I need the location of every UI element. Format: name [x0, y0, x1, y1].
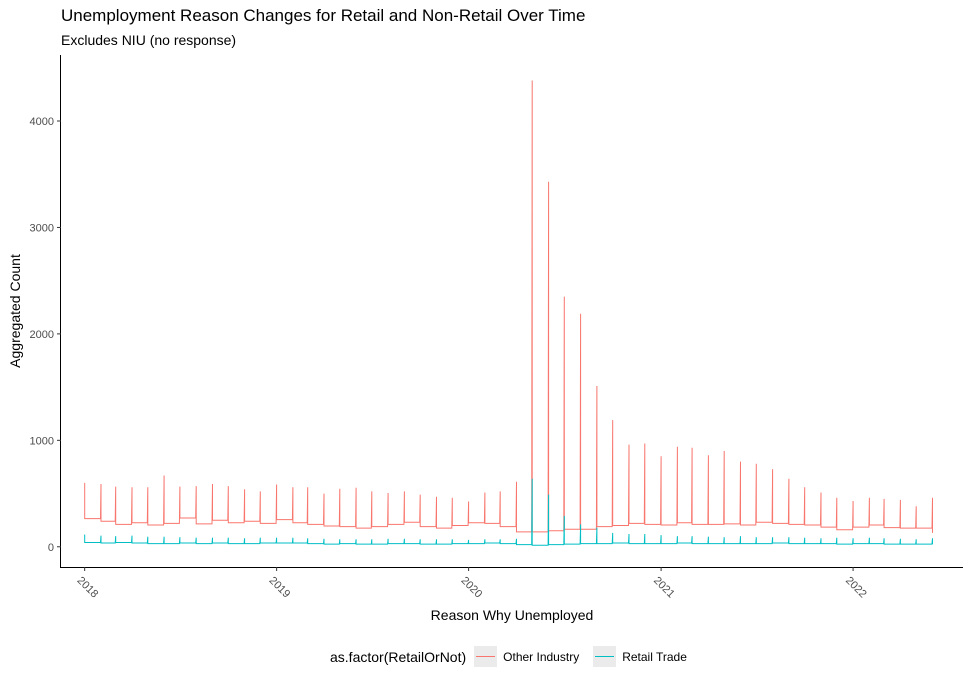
legend-item-other-industry: Other Industry	[474, 646, 579, 667]
x-ticks: 2018 2019 2020 2021 2022	[75, 567, 869, 600]
series-line-other-industry	[84, 80, 933, 533]
legend-item-retail-trade: Retail Trade	[593, 646, 687, 667]
legend: as.factor(RetailOrNot) Other Industry Re…	[330, 646, 701, 667]
y-tick-label: 2000	[30, 329, 54, 341]
y-tick-label: 1000	[30, 435, 54, 447]
x-axis-label: Reason Why Unemployed	[431, 607, 594, 623]
legend-label: Other Industry	[503, 649, 580, 664]
x-tick-label: 2022	[843, 575, 869, 601]
y-ticks: 0 1000 2000 3000 4000	[30, 116, 61, 554]
legend-key-retail-trade	[593, 646, 617, 667]
legend-title: as.factor(RetailOrNot)	[330, 648, 467, 665]
y-tick-label: 3000	[30, 222, 54, 234]
y-tick-label: 0	[48, 542, 54, 554]
x-tick-label: 2018	[75, 575, 101, 601]
y-axis-label: Aggregated Count	[7, 254, 23, 368]
y-tick-label: 4000	[30, 116, 54, 128]
legend-key-other-industry	[474, 646, 498, 667]
x-tick-label: 2020	[458, 575, 484, 601]
series-line-retail-trade	[84, 478, 933, 546]
series-group	[84, 80, 933, 546]
x-tick-label: 2021	[651, 575, 677, 601]
legend-label: Retail Trade	[622, 649, 687, 664]
chart-title: Unemployment Reason Changes for Retail a…	[61, 6, 586, 25]
chart-subtitle: Excludes NIU (no response)	[61, 32, 237, 48]
x-tick-label: 2019	[267, 575, 293, 601]
